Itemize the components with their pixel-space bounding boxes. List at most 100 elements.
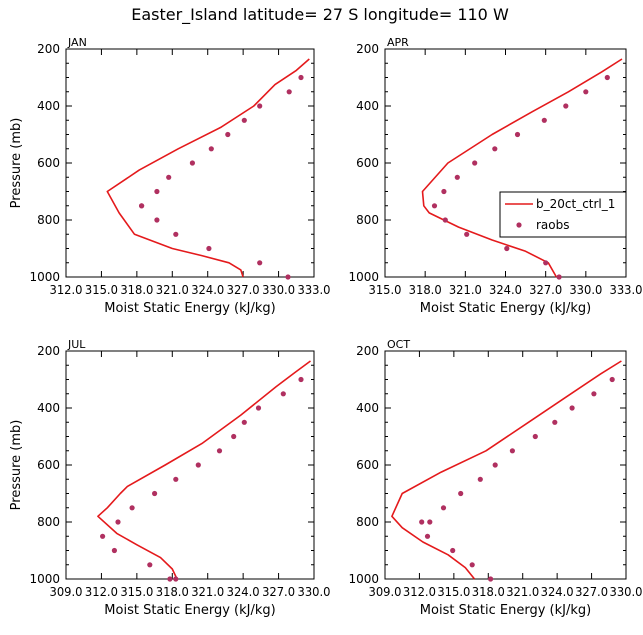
panel-label: JAN — [67, 36, 87, 49]
raobs-point — [154, 217, 160, 223]
raobs-point — [154, 188, 160, 195]
raobs-point — [419, 519, 425, 525]
raobs-point — [509, 448, 515, 454]
legend-dot-swatch — [516, 222, 522, 228]
raobs-point — [173, 231, 179, 237]
raobs-point — [532, 433, 538, 440]
raobs-point — [189, 160, 195, 166]
raobs-point — [257, 103, 263, 109]
raobs-point — [241, 117, 247, 123]
raobs-point — [427, 519, 433, 525]
panel-apr: APR 315.0 318.0 321.0 324.0 327.0 330.0 333.0 20… — [348, 36, 642, 316]
x-tick-label: 324.0 — [227, 585, 260, 599]
y-tick-label: 400 — [37, 401, 60, 415]
raobs-point — [173, 576, 179, 582]
panel-jan: JAN 312.0 315.0 318.0 321.0 324.0 327.0 330.0 33… — [9, 36, 331, 316]
y-tick-label: 600 — [37, 156, 60, 170]
x-tick-label: 333.0 — [298, 283, 331, 297]
raobs-point — [458, 490, 464, 497]
x-tick-label: 315.0 — [85, 283, 118, 297]
y-tick-label: 400 — [37, 99, 60, 113]
x-tick-label: 315.0 — [120, 585, 153, 599]
raobs-point — [166, 174, 172, 180]
x-tick-label: 327.0 — [262, 585, 295, 599]
raobs-point — [450, 547, 456, 554]
legend-label-raobs: raobs — [536, 218, 570, 232]
x-tick-label: 333.0 — [610, 283, 643, 297]
raobs-point — [285, 274, 291, 280]
x-tick-label: 309.0 — [369, 585, 402, 599]
y-tick-label: 600 — [356, 156, 379, 170]
y-tick-label: 1000 — [348, 270, 379, 284]
raobs-point — [552, 419, 558, 425]
raobs-point — [139, 203, 145, 209]
raobs-point — [563, 103, 569, 109]
x-tick-label: 327.0 — [529, 283, 562, 297]
raobs-point — [440, 505, 447, 511]
y-tick-label: 600 — [37, 458, 60, 472]
y-tick-label: 800 — [37, 213, 60, 227]
model-profile-line — [421, 58, 623, 278]
raobs-point — [257, 260, 263, 266]
raobs-point — [216, 448, 223, 454]
x-tick-label: 318.0 — [120, 283, 153, 297]
raobs-point — [492, 462, 498, 468]
x-axis-label: Moist Static Energy (kJ/kg) — [420, 603, 591, 618]
x-axis-label: Moist Static Energy (kJ/kg) — [104, 301, 275, 316]
raobs-point — [152, 490, 158, 497]
raobs-point — [424, 533, 431, 539]
raobs-point — [469, 562, 475, 568]
raobs-point — [206, 245, 212, 252]
panel-label: JUL — [67, 338, 86, 351]
panel-label: OCT — [387, 338, 410, 351]
x-tick-label: 315.0 — [369, 283, 402, 297]
x-tick-label: 312.0 — [85, 585, 118, 599]
x-tick-label: 312.0 — [50, 283, 83, 297]
raobs-point — [286, 89, 292, 95]
raobs-point — [129, 505, 135, 511]
x-tick-label: 330.0 — [569, 283, 602, 297]
raobs-point — [441, 188, 447, 195]
x-tick-label: 324.0 — [541, 585, 574, 599]
raobs-point — [115, 519, 121, 525]
raobs-point — [298, 376, 304, 383]
y-tick-label: 1000 — [348, 572, 379, 586]
raobs-point — [298, 74, 304, 81]
x-tick-label: 312.0 — [403, 585, 436, 599]
panel-label: APR — [387, 36, 409, 49]
y-tick-label: 800 — [356, 515, 379, 529]
model-profile-line — [97, 360, 311, 580]
raobs-point — [556, 274, 562, 280]
y-tick-label: 400 — [356, 401, 379, 415]
x-tick-label: 318.0 — [409, 283, 442, 297]
raobs-point — [100, 533, 106, 539]
raobs-point — [280, 391, 286, 397]
raobs-point — [111, 547, 117, 554]
raobs-point — [208, 146, 214, 152]
y-tick-label: 600 — [356, 458, 379, 472]
x-tick-label: 330.0 — [298, 585, 331, 599]
x-tick-label: 330.0 — [610, 585, 643, 599]
y-tick-label: 200 — [37, 344, 60, 358]
raobs-point — [609, 376, 615, 383]
y-axis-label: Pressure (mb) — [9, 118, 24, 209]
raobs-point — [431, 203, 438, 209]
x-tick-label: 321.0 — [449, 283, 482, 297]
raobs-point — [477, 476, 483, 482]
raobs-point — [167, 576, 173, 582]
x-tick-label: 309.0 — [50, 585, 83, 599]
x-tick-label: 321.0 — [156, 283, 189, 297]
raobs-point — [225, 131, 231, 138]
raobs-point — [591, 391, 597, 397]
raobs-point — [173, 476, 179, 482]
x-tick-label: 327.0 — [227, 283, 260, 297]
x-tick-label: 330.0 — [262, 283, 295, 297]
raobs-point — [569, 405, 575, 411]
y-tick-label: 400 — [356, 99, 379, 113]
x-tick-label: 318.0 — [156, 585, 189, 599]
x-tick-label: 318.0 — [472, 585, 505, 599]
y-tick-label: 800 — [37, 515, 60, 529]
x-tick-label: 324.0 — [489, 283, 522, 297]
